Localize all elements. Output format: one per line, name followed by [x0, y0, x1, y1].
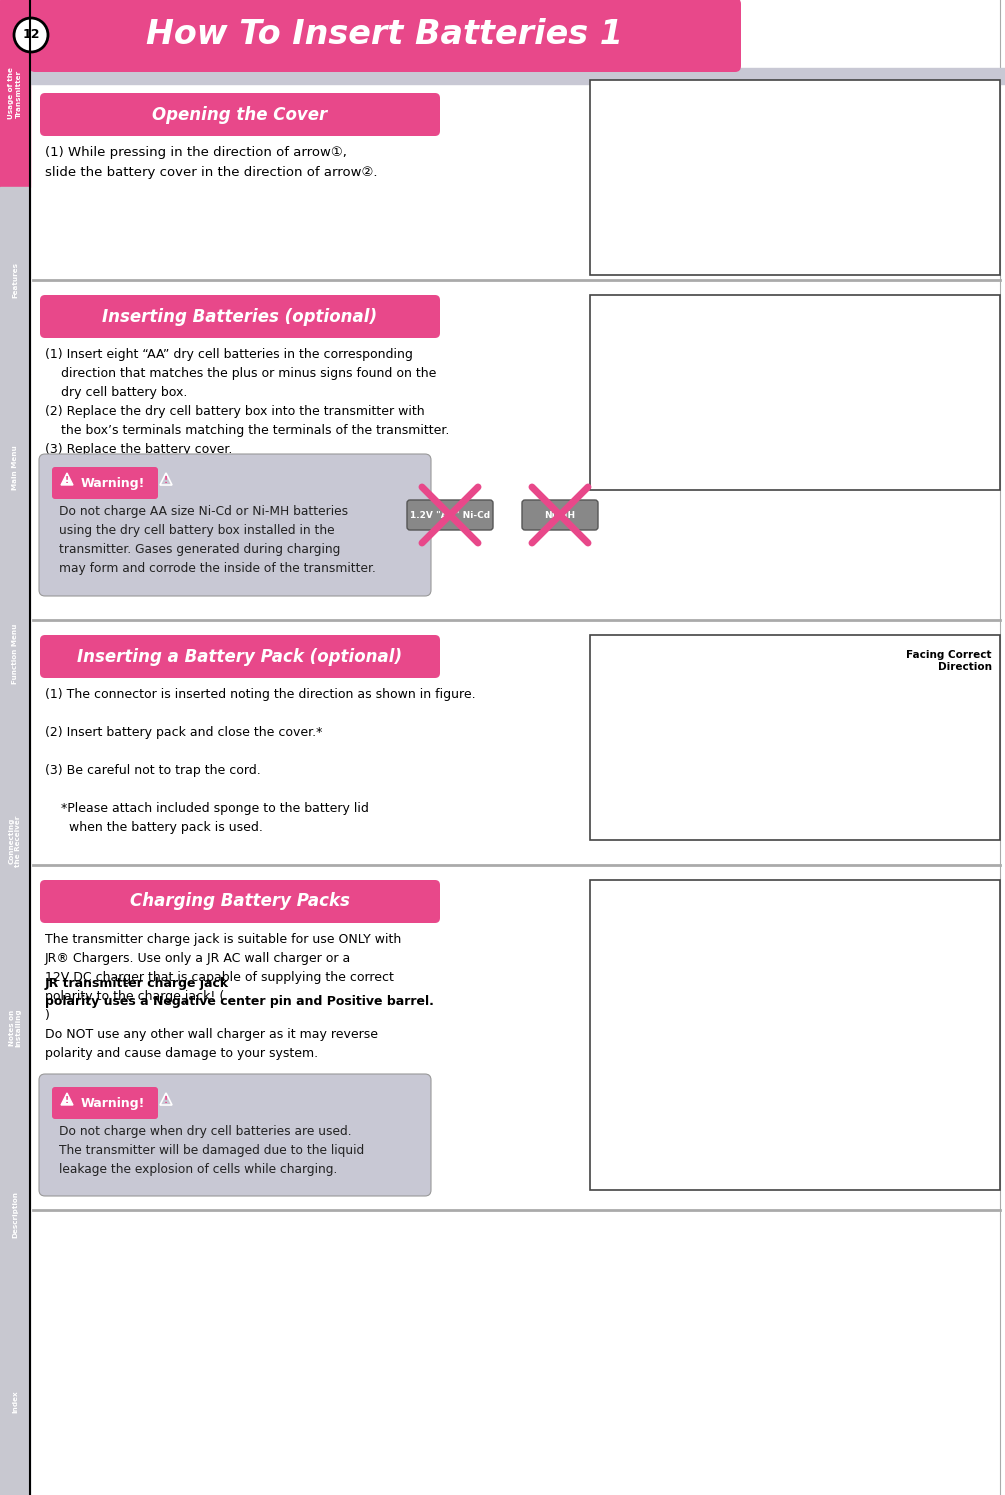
- Text: Facing Correct
Direction: Facing Correct Direction: [907, 650, 992, 671]
- Bar: [0, 748, 30, 934]
- Text: Warning!: Warning!: [81, 477, 146, 489]
- Text: (1) Insert eight “AA” dry cell batteries in the corresponding
    direction that: (1) Insert eight “AA” dry cell batteries…: [45, 348, 449, 456]
- Bar: [0, 1308, 30, 1495]
- Text: Index: Index: [12, 1390, 18, 1413]
- Text: Inserting Batteries (optional): Inserting Batteries (optional): [103, 308, 378, 326]
- Polygon shape: [61, 1093, 73, 1105]
- Text: Charging Battery Packs: Charging Battery Packs: [130, 893, 350, 910]
- Text: Do not charge when dry cell batteries are used.
The transmitter will be damaged : Do not charge when dry cell batteries ar…: [59, 1126, 364, 1177]
- Text: 1.2V "AA" Ni-Cd: 1.2V "AA" Ni-Cd: [410, 510, 490, 519]
- Text: Description: Description: [12, 1192, 18, 1238]
- Text: Function Menu: Function Menu: [12, 623, 18, 685]
- Text: Usage of the
Transmitter: Usage of the Transmitter: [8, 67, 21, 120]
- Text: !: !: [164, 475, 168, 484]
- Text: Ni-MH: Ni-MH: [545, 510, 576, 519]
- FancyBboxPatch shape: [40, 635, 440, 679]
- Bar: [590, 295, 1000, 490]
- Circle shape: [14, 18, 48, 52]
- Text: JR transmitter charge jack
polarity uses a Negative center pin and Positive barr: JR transmitter charge jack polarity uses…: [45, 976, 434, 1009]
- FancyBboxPatch shape: [407, 499, 493, 531]
- Bar: [0, 0, 30, 187]
- FancyBboxPatch shape: [39, 1073, 431, 1196]
- Text: Main Menu: Main Menu: [12, 446, 18, 489]
- Bar: [590, 881, 1000, 1190]
- Bar: [0, 374, 30, 561]
- Text: (1) While pressing in the direction of arrow①,
slide the battery cover in the di: (1) While pressing in the direction of a…: [45, 147, 378, 179]
- Text: 12: 12: [22, 28, 40, 42]
- Text: Connecting
the Receiver: Connecting the Receiver: [8, 815, 21, 867]
- Text: !: !: [65, 475, 69, 484]
- Text: Features: Features: [12, 262, 18, 299]
- Text: The transmitter charge jack is suitable for use ONLY with
JR® Chargers. Use only: The transmitter charge jack is suitable …: [45, 933, 401, 1060]
- Bar: [30, 67, 1005, 84]
- Polygon shape: [61, 472, 73, 484]
- FancyBboxPatch shape: [40, 93, 440, 136]
- FancyBboxPatch shape: [52, 1087, 158, 1118]
- FancyBboxPatch shape: [52, 466, 158, 499]
- Text: (1) The connector is inserted noting the direction as shown in figure.

(2) Inse: (1) The connector is inserted noting the…: [45, 688, 475, 834]
- Bar: [0, 187, 30, 374]
- Bar: [0, 934, 30, 1121]
- FancyBboxPatch shape: [29, 0, 741, 72]
- Bar: [0, 1121, 30, 1308]
- Text: Warning!: Warning!: [81, 1096, 146, 1109]
- Text: Opening the Cover: Opening the Cover: [153, 106, 328, 124]
- Text: Do not charge AA size Ni-Cd or Ni-MH batteries
using the dry cell battery box in: Do not charge AA size Ni-Cd or Ni-MH bat…: [59, 505, 376, 576]
- FancyBboxPatch shape: [40, 295, 440, 338]
- Text: How To Insert Batteries 1: How To Insert Batteries 1: [147, 18, 623, 51]
- Bar: [590, 81, 1000, 275]
- FancyBboxPatch shape: [40, 881, 440, 922]
- Text: Notes on
Installing: Notes on Installing: [8, 1009, 21, 1046]
- Text: Inserting a Battery Pack (optional): Inserting a Battery Pack (optional): [77, 647, 403, 665]
- Bar: [0, 561, 30, 748]
- Text: !: !: [164, 1096, 168, 1105]
- Text: !: !: [65, 1096, 69, 1105]
- Bar: [590, 635, 1000, 840]
- FancyBboxPatch shape: [39, 454, 431, 597]
- FancyBboxPatch shape: [522, 499, 598, 531]
